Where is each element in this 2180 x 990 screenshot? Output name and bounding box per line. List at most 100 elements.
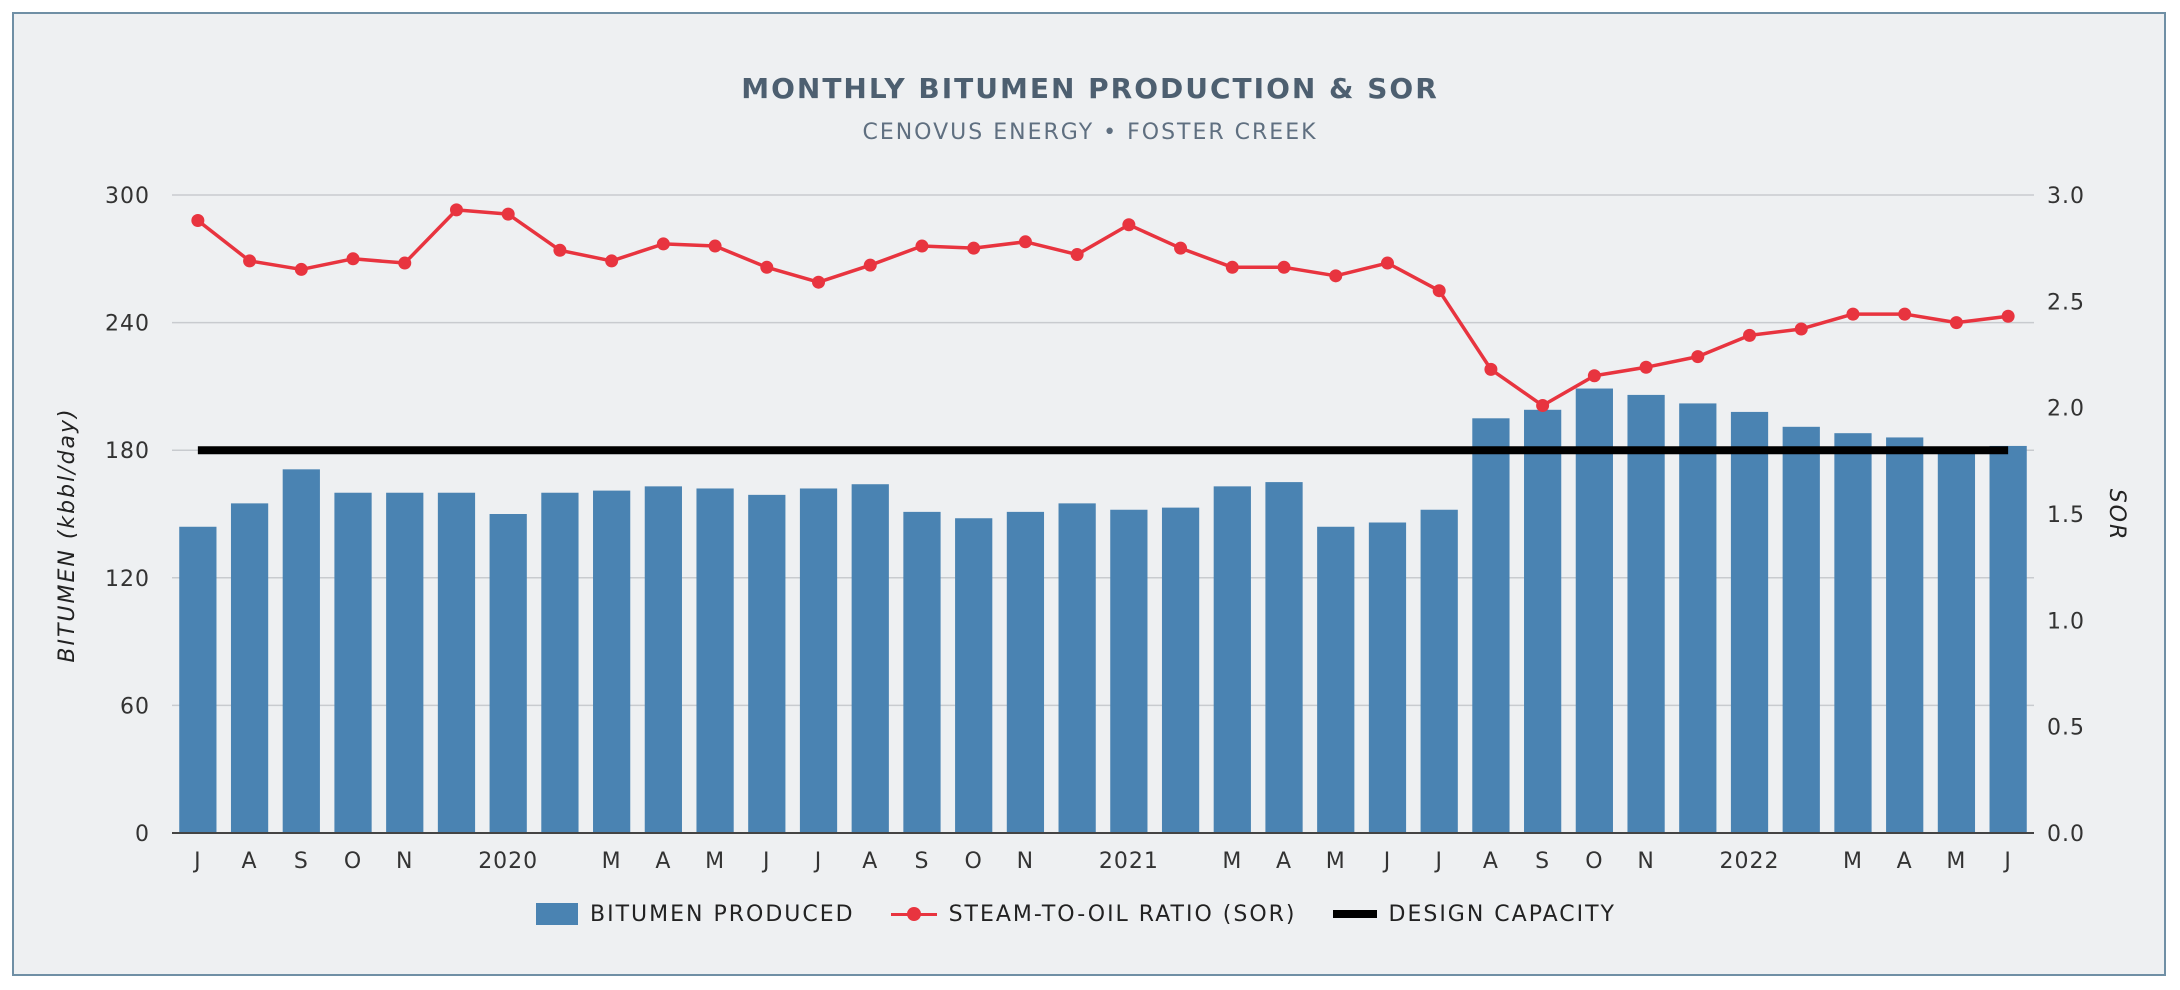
sor-point — [605, 254, 619, 268]
sor-point — [553, 243, 567, 257]
sor-point — [1587, 369, 1601, 383]
y-tick-label: 120 — [105, 567, 150, 592]
bar — [1679, 403, 1717, 833]
x-tick-label: S — [294, 849, 309, 874]
bar — [1730, 411, 1769, 833]
bar — [386, 492, 424, 833]
sor-point — [1949, 316, 1963, 330]
legend-item-bitumen: BITUMEN PRODUCED — [536, 902, 855, 927]
x-tick-label: J — [1433, 849, 1443, 874]
x-tick-label: 2021 — [1099, 849, 1159, 874]
bar — [1213, 486, 1251, 833]
bar — [1989, 445, 2027, 833]
sor-series — [191, 203, 2015, 413]
sor-point — [1380, 256, 1394, 270]
y-tick-label: 300 — [105, 184, 150, 209]
sor-point — [449, 203, 463, 217]
bar — [593, 490, 631, 833]
bar — [1161, 507, 1200, 833]
chart-subtitle: CENOVUS ENERGY • FOSTER CREEK — [862, 120, 1318, 145]
sor-point — [1122, 218, 1136, 232]
sor-point — [1794, 322, 1808, 336]
bar — [1058, 503, 1096, 833]
sor-point — [1846, 307, 1860, 321]
x-tick-label: J — [813, 849, 823, 874]
y-tick-label: 0 — [135, 822, 150, 847]
sor-point — [1070, 248, 1084, 262]
bar — [903, 511, 941, 833]
sor-point — [243, 254, 257, 268]
bar — [1524, 409, 1562, 833]
bar — [1420, 509, 1458, 833]
bar — [1472, 418, 1510, 833]
x-tick-label: A — [242, 849, 258, 874]
bar — [334, 492, 372, 833]
x-tick-label: A — [1276, 849, 1292, 874]
sor-point — [708, 239, 722, 253]
y2-tick-label: 1.0 — [2047, 609, 2085, 634]
chart-title: MONTHLY BITUMEN PRODUCTION & SOR — [741, 72, 1439, 105]
legend-swatch-line — [890, 903, 937, 925]
y2-tick-label: 1.5 — [2047, 503, 2085, 528]
bar — [1886, 437, 1924, 833]
legend-swatch-bar — [536, 903, 578, 925]
sor-point — [1639, 360, 1653, 374]
x-tick-label: N — [396, 849, 413, 874]
legend-label-sor: STEAM-TO-OIL RATIO (SOR) — [948, 901, 1297, 927]
bar — [1937, 448, 1976, 833]
sor-point — [1329, 269, 1343, 283]
legend-item-capacity: DESIGN CAPACITY — [1332, 902, 1616, 927]
sor-point — [812, 275, 826, 289]
bar — [1782, 426, 1820, 833]
sor-point — [1174, 241, 1188, 255]
bar — [489, 514, 527, 833]
x-tick-label: M — [1843, 849, 1863, 874]
x-tick-label: J — [2002, 849, 2012, 874]
sor-point — [1898, 307, 1912, 321]
sor-point — [1277, 260, 1291, 274]
x-tick-label: 2022 — [1720, 849, 1780, 874]
x-tick-label: N — [1637, 849, 1654, 874]
legend-item-sor: STEAM-TO-OIL RATIO (SOR) — [890, 901, 1297, 927]
bar — [1265, 482, 1303, 833]
sor-point — [967, 241, 981, 255]
x-tick-label: A — [1483, 849, 1499, 874]
bar — [1006, 511, 1045, 833]
y-tick-label: 180 — [105, 439, 150, 464]
sor-point — [863, 258, 877, 272]
sor-point — [501, 207, 515, 221]
sor-point — [1536, 399, 1550, 413]
sor-point — [915, 239, 929, 253]
bar — [696, 488, 734, 833]
sor-point — [760, 260, 774, 274]
y2-tick-label: 0.5 — [2047, 716, 2085, 741]
sor-point — [1432, 284, 1446, 298]
sor-point — [2001, 309, 2015, 323]
x-tick-label: A — [1897, 849, 1913, 874]
y-axis-title: BITUMEN (kbbl/day) — [55, 407, 80, 662]
sor-point — [1691, 350, 1705, 364]
bar — [541, 492, 579, 833]
bar — [1368, 522, 1407, 833]
sor-point — [294, 262, 308, 276]
y2-tick-label: 2.0 — [2047, 397, 2085, 422]
bar — [230, 503, 269, 833]
sor-point — [398, 256, 412, 270]
sor-point — [346, 252, 360, 266]
y2-tick-label: 3.0 — [2047, 184, 2085, 209]
x-tick-label: M — [705, 849, 725, 874]
x-tick-label: J — [761, 849, 771, 874]
bar — [851, 484, 889, 833]
y2-tick-label: 2.5 — [2047, 290, 2085, 315]
axes: 0 60 120 180 240 300 0.0 0.5 1.0 1.5 2.0 2.5 3.0 J A S O… — [105, 184, 2085, 874]
bar — [1834, 433, 1872, 833]
sor-point — [656, 237, 670, 251]
bar — [1627, 394, 1665, 833]
y2-axis-title: SOR — [2104, 489, 2129, 542]
x-tick-label: N — [1017, 849, 1034, 874]
bar — [1317, 526, 1355, 833]
sor-point — [191, 214, 205, 228]
y2-tick-label: 0.0 — [2047, 822, 2085, 847]
x-tick-label: M — [1326, 849, 1346, 874]
